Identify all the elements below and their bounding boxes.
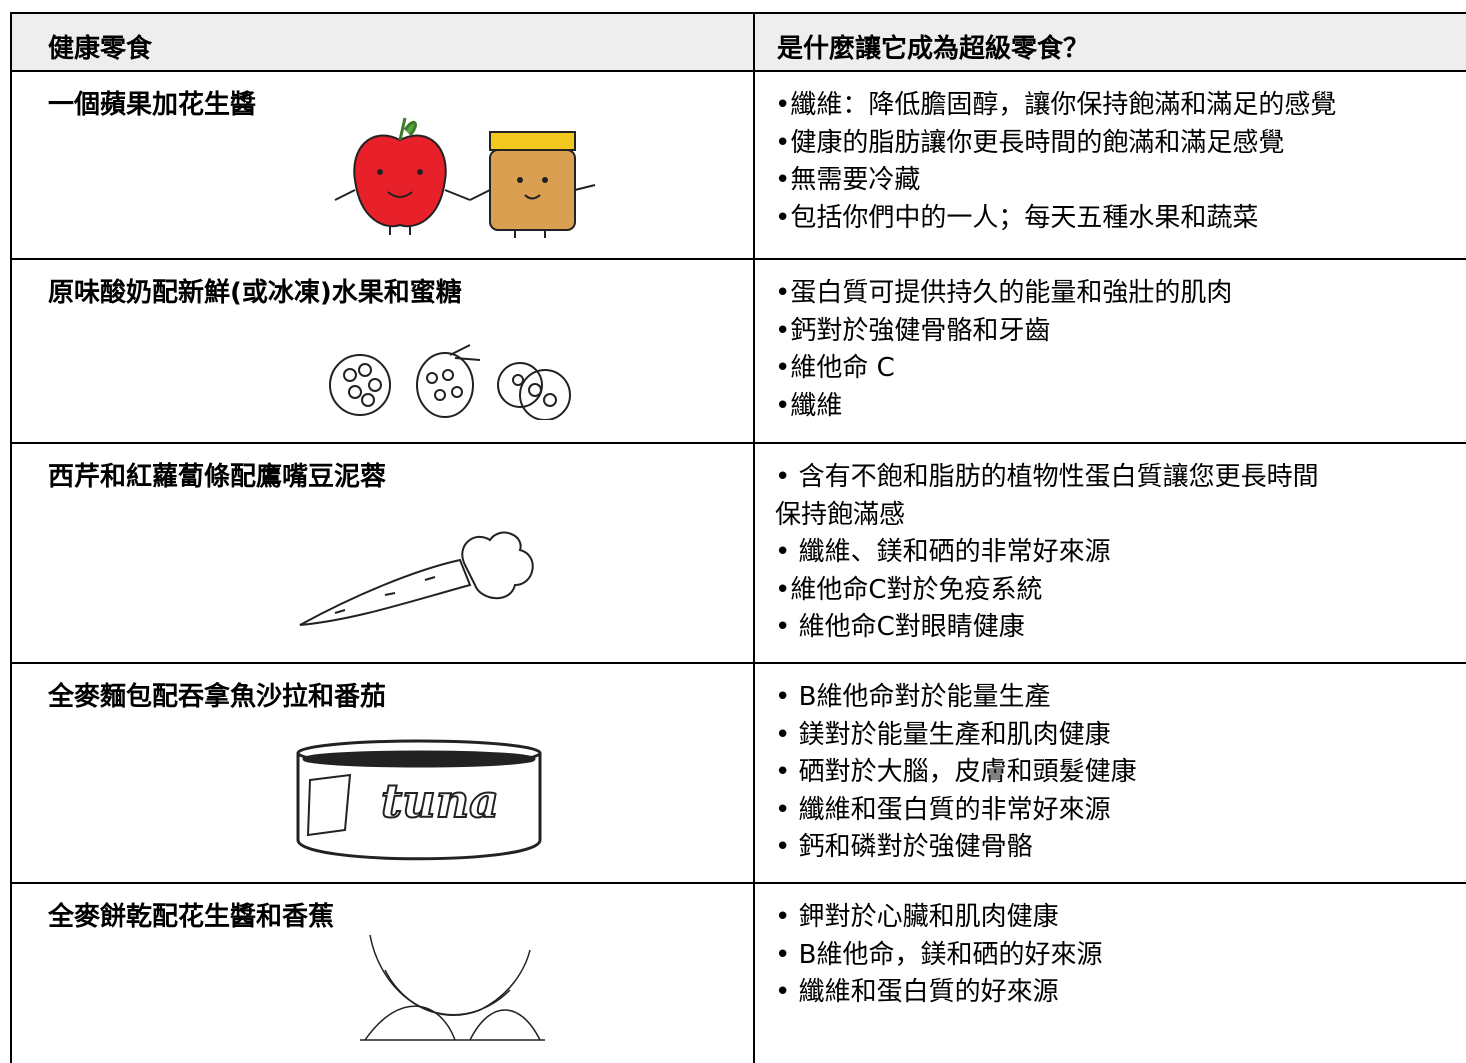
- row-cell: [753, 882, 1466, 1063]
- reason-line: • 鎂對於能量生產和肌肉健康: [775, 719, 1111, 750]
- reason-line: •纖維：降低膽固醇，讓你保持飽滿和滿足的感覺: [775, 90, 1337, 120]
- reason-line: •無需要冷藏: [775, 165, 921, 195]
- carrot-illustration: [299, 531, 534, 626]
- can-label: tuna: [381, 774, 499, 828]
- header-text: 是什麼讓它成為超級零食？: [777, 34, 1090, 64]
- reason-line: •健康的脂肪讓你更長時間的飽滿和滿足感覺: [775, 127, 1285, 158]
- reason-line: • B維他命對於能量生產: [775, 682, 1051, 712]
- reason-line: •纖維: [775, 390, 843, 421]
- reason-line: • B維他命，鎂和硒的好來源: [775, 939, 1103, 970]
- header-cell: 是什麼讓它成為超級零食？: [753, 12, 1466, 72]
- reason-line: • 纖維和蛋白質的好來源: [775, 977, 1059, 1007]
- reason-line: • 纖維、鎂和硒的非常好來源: [775, 537, 1111, 567]
- reason-line: •包括你們中的一人；每天五種水果和蔬菜: [775, 202, 1259, 233]
- reason-line: • 維他命C對眼睛健康: [775, 612, 1025, 642]
- snack-name: 原味酸奶配新鮮(或冰凍)水果和蜜糖: [48, 278, 462, 308]
- reason-line: • 纖維和蛋白質的非常好來源: [775, 794, 1111, 825]
- tuna-can-illustration: tuna: [296, 739, 542, 861]
- header-cell: 健康零食: [10, 12, 755, 72]
- snack-name: 一個蘋果加花生醬: [48, 90, 257, 120]
- reason-line: • 硒對於大腦，皮膚和頭髮健康: [775, 757, 1137, 787]
- header-text: 健康零食: [48, 34, 153, 64]
- snack-name: 西芹和紅蘿蔔條配鷹嘴豆泥蓉: [48, 462, 387, 492]
- reason-line: • 含有不飽和脂肪的植物性蛋白質讓您更長時間: [775, 462, 1319, 492]
- snack-name: 全麥麵包配吞拿魚沙拉和番茄: [48, 682, 387, 712]
- reason-line: •維他命 C: [775, 353, 895, 383]
- snack-name: 全麥餅乾配花生醬和香蕉: [48, 902, 335, 932]
- reason-line: •維他命C對於免疫系統: [775, 574, 1043, 605]
- reason-line: 保持飽滿感: [775, 499, 906, 530]
- reason-line: •蛋白質可提供持久的能量和強壯的肌肉: [775, 278, 1233, 308]
- banana-illustration: [360, 934, 545, 1041]
- reason-line: • 鉀對於心臟和肌肉健康: [775, 902, 1059, 932]
- reason-line: •鈣對於強健骨骼和牙齒: [775, 315, 1051, 346]
- reason-line: • 鈣和磷對於強健骨骼: [775, 832, 1033, 862]
- berries-illustration: [329, 344, 571, 420]
- apple-peanut-butter-illustration: [334, 117, 596, 238]
